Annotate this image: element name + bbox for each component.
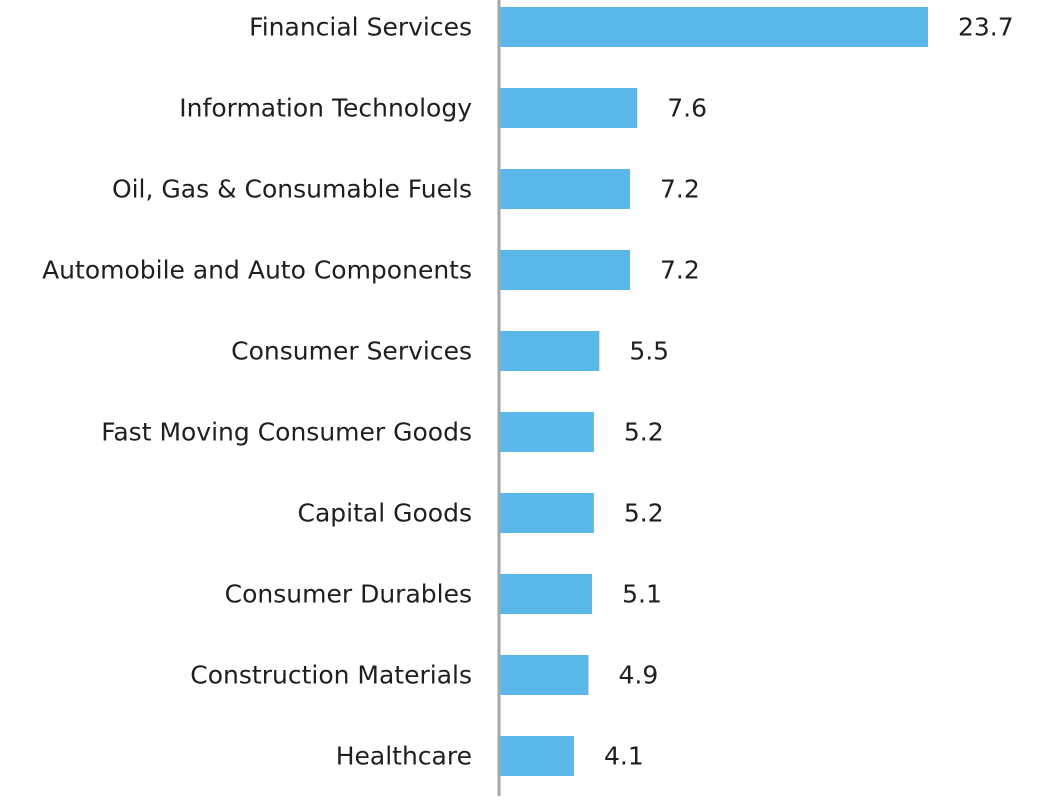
value-label: 4.1 [604, 742, 644, 771]
labels-layer: Financial Services 23.7 Information Techno… [42, 13, 1014, 771]
value-label: 5.1 [622, 580, 662, 609]
value-label: 7.2 [660, 256, 700, 285]
bar-fast-moving-consumer-goods [500, 412, 594, 452]
category-label: Fast Moving Consumer Goods [101, 418, 472, 447]
category-label: Automobile and Auto Components [42, 256, 472, 285]
value-label: 5.2 [624, 418, 664, 447]
value-label: 4.9 [618, 661, 658, 690]
category-label: Consumer Durables [225, 580, 472, 609]
bar-healthcare [500, 736, 575, 776]
bar-consumer-durables [500, 574, 593, 614]
bars-layer [500, 7, 928, 776]
bar-capital-goods [500, 493, 594, 533]
category-label: Capital Goods [298, 499, 472, 528]
bar-consumer-services [500, 331, 600, 371]
bar-financial-services [500, 7, 928, 47]
category-label: Financial Services [249, 13, 472, 42]
value-label: 5.2 [624, 499, 664, 528]
value-label: 7.2 [660, 175, 700, 204]
value-label: 5.5 [629, 337, 669, 366]
value-label: 23.7 [958, 13, 1014, 42]
bar-information-technology [500, 88, 638, 128]
bar-automobile-and-auto-components [500, 250, 631, 290]
bar-oil-gas-consumable-fuels [500, 169, 631, 209]
category-label: Information Technology [179, 94, 472, 123]
category-label: Construction Materials [190, 661, 472, 690]
value-label: 7.6 [667, 94, 707, 123]
category-label: Oil, Gas & Consumable Fuels [112, 175, 472, 204]
bar-construction-materials [500, 655, 589, 695]
category-label: Consumer Services [231, 337, 472, 366]
category-label: Healthcare [336, 742, 472, 771]
